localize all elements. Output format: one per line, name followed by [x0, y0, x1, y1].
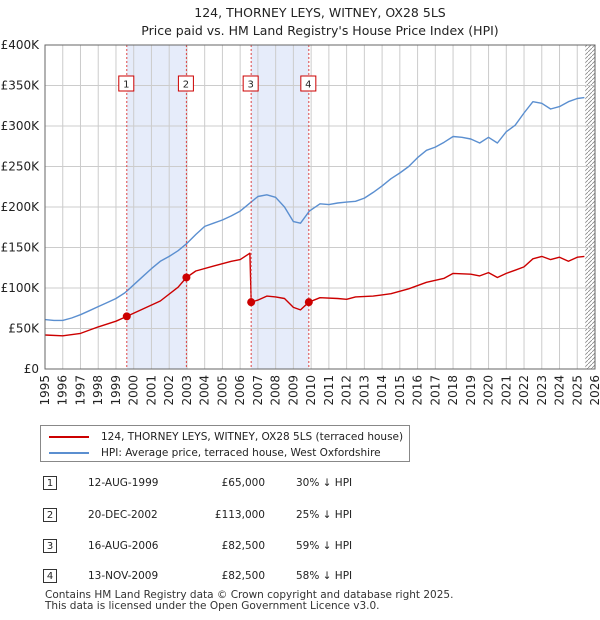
- y-tick-label: £200K: [1, 200, 41, 214]
- sale-price: £82,500: [221, 570, 265, 582]
- x-tick-label: 1996: [56, 375, 70, 406]
- legend-swatch-hpi: [49, 452, 89, 454]
- sale-point: [247, 298, 256, 307]
- sale-number: 2: [43, 508, 57, 522]
- footer-copyright: Contains HM Land Registry data © Crown c…: [45, 589, 454, 601]
- y-tick-label: £350K: [1, 79, 41, 93]
- plot-frame: [44, 44, 596, 370]
- y-tick-label: £0: [24, 362, 39, 376]
- series-line: [44, 96, 585, 322]
- legend-label-property: 124, THORNEY LEYS, WITNEY, OX28 5LS (ter…: [101, 431, 404, 443]
- x-tick-label: 2009: [286, 375, 300, 406]
- sale-hpi-diff: 25% ↓ HPI: [296, 509, 353, 521]
- x-tick-label: 2008: [269, 375, 283, 406]
- sale-price: £82,500: [221, 540, 265, 552]
- x-tick-label: 2010: [304, 375, 318, 406]
- footer: Contains HM Land Registry data © Crown c…: [45, 590, 453, 612]
- x-tick-label: 2023: [535, 375, 549, 406]
- x-tick-label: 2003: [180, 375, 194, 406]
- x-tick-label: 2005: [215, 375, 229, 406]
- y-tick-label: £250K: [1, 160, 41, 174]
- sale-number: 4: [43, 569, 57, 583]
- event-marker-box: [242, 75, 259, 92]
- sale-point: [122, 312, 131, 321]
- price-chart: 124, THORNEY LEYS, WITNEY, OX28 5LS Pric…: [1, 5, 600, 406]
- event-marker-label: 4: [305, 80, 311, 91]
- sale-row: 3 16-AUG-2006 £82,500 59% ↓ HPI: [40, 539, 440, 555]
- chart-subtitle: Price paid vs. HM Land Registry's House …: [141, 23, 498, 38]
- event-marker-box: [300, 75, 317, 92]
- legend: 124, THORNEY LEYS, WITNEY, OX28 5LS (ter…: [40, 425, 410, 462]
- sale-date: 16-AUG-2006: [88, 540, 159, 552]
- sale-row: 2 20-DEC-2002 £113,000 25% ↓ HPI: [40, 508, 440, 524]
- sale-hpi-diff: 58% ↓ HPI: [296, 570, 353, 582]
- series: [44, 96, 585, 337]
- x-tick-label: 2026: [588, 375, 600, 406]
- sale-date: 13-NOV-2009: [88, 570, 159, 582]
- x-tick-label: 2025: [570, 375, 584, 406]
- x-tick-label: 2018: [446, 375, 460, 406]
- x-tick-label: 2000: [127, 375, 141, 406]
- sale-point: [182, 273, 191, 282]
- x-tick-label: 2004: [198, 375, 212, 406]
- sale-row: 4 13-NOV-2009 £82,500 58% ↓ HPI: [40, 569, 440, 585]
- event-marker-label: 2: [183, 80, 189, 91]
- sale-date: 12-AUG-1999: [88, 477, 159, 489]
- chart-title: 124, THORNEY LEYS, WITNEY, OX28 5LS: [194, 5, 446, 20]
- x-tick-label: 1997: [73, 375, 87, 406]
- legend-item-property: 124, THORNEY LEYS, WITNEY, OX28 5LS (ter…: [49, 430, 403, 444]
- x-tick-label: 2002: [162, 375, 176, 406]
- x-tick-label: 2024: [553, 375, 567, 406]
- footer-licence: This data is licensed under the Open Gov…: [45, 600, 380, 612]
- sale-date: 20-DEC-2002: [88, 509, 158, 521]
- sale-events: 1 2 3 4: [118, 45, 317, 369]
- x-tick-label: 2016: [411, 375, 425, 406]
- x-tick-label: 2014: [375, 375, 389, 406]
- x-tick-label: 2006: [233, 375, 247, 406]
- x-tick-label: 2015: [393, 375, 407, 406]
- y-tick-label: £400K: [1, 38, 41, 52]
- sale-price: £113,000: [214, 509, 265, 521]
- sale-price: £65,000: [221, 477, 265, 489]
- x-tick-label: 2017: [428, 375, 442, 406]
- event-marker-label: 1: [123, 80, 129, 91]
- sale-number: 3: [43, 539, 57, 553]
- y-tick-label: £100K: [1, 281, 41, 295]
- x-tick-label: 2007: [251, 375, 265, 406]
- x-tick-label: 2019: [464, 375, 478, 406]
- x-axis-ticks: 1995 1996 1997 1998 1999 2000 2001 2002 2003 2004…: [38, 375, 600, 406]
- event-marker-box: [118, 75, 135, 92]
- legend-swatch-property: [49, 436, 89, 438]
- y-tick-label: £150K: [1, 241, 41, 255]
- event-marker-label: 3: [247, 80, 253, 91]
- y-tick-label: £50K: [8, 322, 40, 336]
- sale-number: 1: [43, 476, 57, 490]
- y-tick-label: £300K: [1, 119, 41, 133]
- sale-row: 1 12-AUG-1999 £65,000 30% ↓ HPI: [40, 476, 440, 492]
- y-axis-ticks: £0 £50K £100K £150K £200K £250K £300K £350K £400…: [1, 38, 41, 376]
- legend-item-hpi: HPI: Average price, terraced house, West…: [49, 446, 381, 460]
- sale-hpi-diff: 30% ↓ HPI: [296, 477, 353, 489]
- x-tick-label: 2013: [357, 375, 371, 406]
- sale-point: [304, 298, 313, 307]
- x-tick-label: 2012: [340, 375, 354, 406]
- series-line: [44, 252, 585, 337]
- x-tick-label: 1998: [91, 375, 105, 406]
- event-marker-box: [177, 75, 194, 92]
- x-tick-label: 1995: [38, 375, 52, 406]
- x-tick-label: 2022: [517, 375, 531, 406]
- x-tick-label: 2011: [322, 375, 336, 406]
- x-tick-label: 2020: [482, 375, 496, 406]
- x-tick-label: 2021: [499, 375, 513, 406]
- legend-label-hpi: HPI: Average price, terraced house, West…: [101, 447, 381, 459]
- x-tick-label: 2001: [144, 375, 158, 406]
- x-tick-label: 1999: [109, 375, 123, 406]
- sale-hpi-diff: 59% ↓ HPI: [296, 540, 353, 552]
